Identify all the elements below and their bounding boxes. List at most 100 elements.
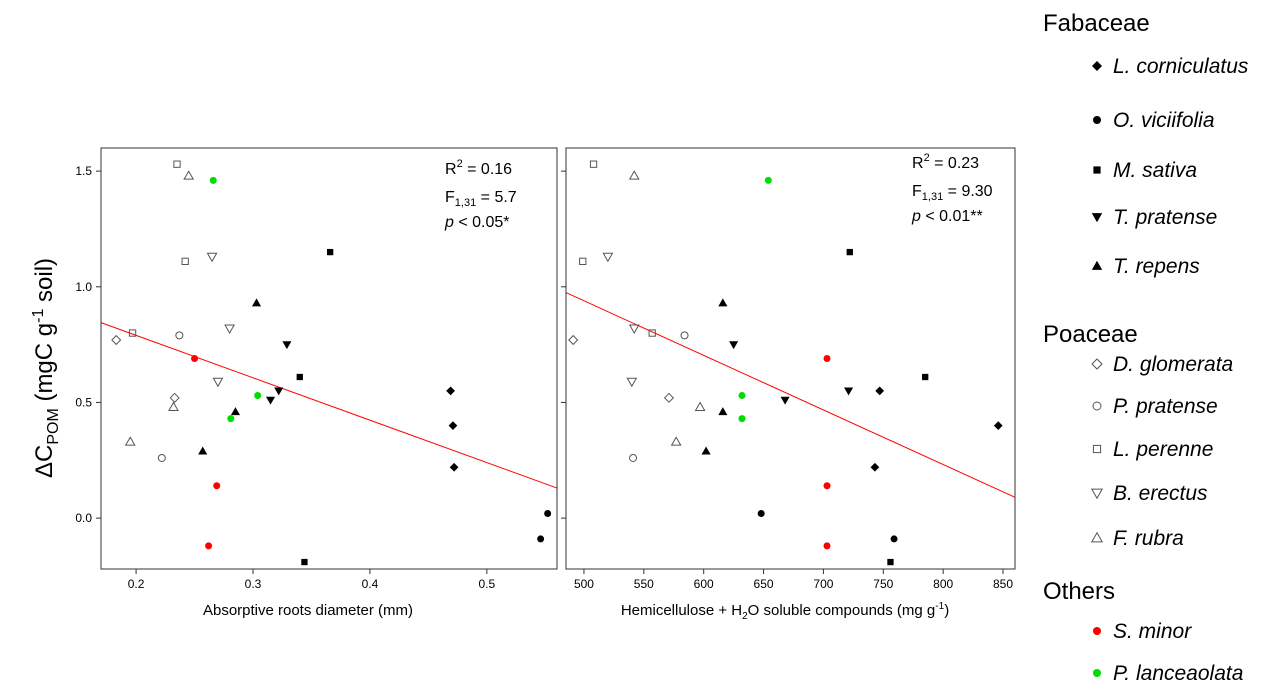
- point-p-pratense: [629, 453, 638, 462]
- y-ticks-2-group: [561, 170, 566, 519]
- point-p-lanceaolata: [254, 392, 262, 400]
- point-d-glomerata: [568, 334, 579, 346]
- point-m-sativa: [887, 558, 894, 566]
- point-f-rubra: [183, 170, 195, 180]
- x-tick-label: 800: [933, 577, 953, 591]
- point-l-corniculatus: [448, 421, 458, 430]
- point-l-perenne: [181, 257, 189, 265]
- fit-line-2-group: [565, 292, 1016, 498]
- point-d-glomerata: [169, 392, 180, 403]
- legend: Fabaceae L. corniculatus O. viciifolia M. s…: [1043, 10, 1249, 685]
- legend-label-f-rubra: F. rubra: [1113, 527, 1184, 550]
- point-s-minor: [191, 355, 199, 362]
- point-t-repens: [718, 407, 728, 416]
- point-p-lanceaolata: [738, 392, 746, 400]
- y-ticks-1-group: 0.0 0.5 1.0 1.5: [75, 164, 101, 525]
- point-o-viciifolia: [757, 509, 765, 517]
- point-p-pratense: [175, 331, 184, 340]
- point-m-sativa: [327, 248, 334, 256]
- x-tick-label: 550: [634, 577, 654, 591]
- point-l-corniculatus: [993, 421, 1003, 430]
- point-p-lanceaolata: [227, 415, 235, 423]
- point-f-rubra: [694, 401, 706, 411]
- legend-marker-l-perenne: [1092, 444, 1102, 454]
- x-ticks-2-group: 500 550 600 650 700 750 800 850: [574, 569, 1013, 591]
- stat-f-2: F1,31 = 9.30: [912, 183, 993, 203]
- stat-r2-2: R2 = 0.23: [912, 152, 979, 172]
- legend-group-title-poaceae: Poaceae: [1043, 321, 1138, 348]
- point-l-corniculatus: [446, 386, 455, 396]
- point-o-viciifolia: [537, 535, 545, 543]
- legend-marker-o-viciifolia: [1093, 116, 1101, 124]
- point-l-corniculatus: [875, 386, 885, 396]
- point-t-pratense: [282, 341, 292, 350]
- legend-marker-p-lanceaolata: [1093, 669, 1101, 677]
- panel-hemicellulose: 500 550 600 650 700 750 800 850 R2 = 0.23 F1,31…: [561, 147, 1016, 622]
- y-tick-label: 1.0: [75, 280, 92, 294]
- point-p-lanceaolata: [764, 176, 772, 184]
- x-tick-label: 0.3: [245, 577, 262, 591]
- y-axis-label-suffix: soil): [31, 258, 58, 309]
- legend-group-title-fabaceae: Fabaceae: [1043, 10, 1150, 37]
- legend-marker-t-repens: [1091, 260, 1103, 270]
- point-t-repens: [701, 446, 711, 455]
- legend-label-l-perenne: L. perenne: [1113, 438, 1213, 461]
- legend-label-p-lanceaolata: P. lanceaolata: [1113, 662, 1243, 685]
- legend-marker-p-pratense: [1092, 401, 1102, 411]
- fit-line-1-group: [100, 322, 558, 489]
- stat-r2-1: R2 = 0.16: [445, 158, 512, 178]
- point-l-perenne: [589, 160, 598, 168]
- legend-label-d-glomerata: D. glomerata: [1113, 353, 1233, 376]
- point-l-perenne: [173, 160, 181, 168]
- point-p-lanceaolata: [209, 176, 217, 184]
- point-s-minor: [823, 355, 831, 362]
- x-tick-label: 750: [873, 577, 893, 591]
- legend-group-title-others: Others: [1043, 578, 1115, 605]
- x-tick-label: 700: [813, 577, 833, 591]
- panel-root-diameter: 0.2 0.3 0.4 0.5 0.0 0.5 1.0 1.5 R2 = 0.16 F1,3…: [75, 147, 558, 619]
- points-2-group: [568, 160, 1003, 566]
- stat-p-1: p < 0.05*: [444, 214, 510, 231]
- point-m-sativa: [846, 248, 853, 256]
- x-axis-label-1: Absorptive roots diameter (mm): [203, 602, 413, 619]
- y-axis-label: ΔCPOM (mgC g-1 soil): [30, 258, 62, 478]
- stat-p-2: p < 0.01**: [911, 208, 983, 225]
- point-m-sativa: [922, 373, 929, 381]
- point-b-erectus: [212, 377, 224, 388]
- legend-marker-m-sativa: [1093, 166, 1101, 174]
- legend-label-t-repens: T. repens: [1113, 255, 1200, 278]
- point-s-minor: [823, 482, 831, 490]
- legend-marker-s-minor: [1093, 627, 1101, 635]
- x-tick-label: 600: [694, 577, 714, 591]
- y-tick-label: 0.5: [75, 395, 92, 409]
- point-s-minor: [213, 482, 221, 490]
- point-f-rubra: [670, 436, 682, 446]
- point-d-glomerata: [663, 392, 675, 403]
- x-tick-label: 0.2: [128, 577, 145, 591]
- point-f-rubra: [628, 170, 640, 180]
- point-p-pratense: [157, 453, 166, 462]
- y-tick-label: 1.5: [75, 164, 92, 178]
- legend-label-s-minor: S. minor: [1113, 620, 1192, 643]
- x-tick-label: 0.4: [362, 577, 379, 591]
- legend-label-t-pratense: T. pratense: [1113, 206, 1217, 229]
- point-b-erectus: [626, 377, 638, 388]
- point-d-glomerata: [111, 334, 122, 346]
- point-l-perenne: [128, 329, 137, 337]
- point-t-repens: [198, 446, 208, 455]
- point-t-pratense: [265, 396, 276, 405]
- point-t-repens: [718, 298, 728, 307]
- legend-marker-d-glomerata: [1091, 358, 1103, 370]
- x-tick-label: 850: [993, 577, 1013, 591]
- point-b-erectus: [206, 252, 218, 263]
- point-t-repens: [230, 407, 241, 416]
- legend-label-l-corniculatus: L. corniculatus: [1113, 55, 1249, 78]
- plot-frame-2: [565, 147, 1016, 570]
- legend-label-p-pratense: P. pratense: [1113, 395, 1218, 418]
- point-o-viciifolia: [544, 509, 552, 517]
- legend-marker-f-rubra: [1090, 531, 1104, 543]
- points-1-group: [111, 160, 552, 566]
- point-b-erectus: [628, 324, 640, 334]
- x-tick-label: 500: [574, 577, 594, 591]
- legend-label-b-erectus: B. erectus: [1113, 482, 1208, 505]
